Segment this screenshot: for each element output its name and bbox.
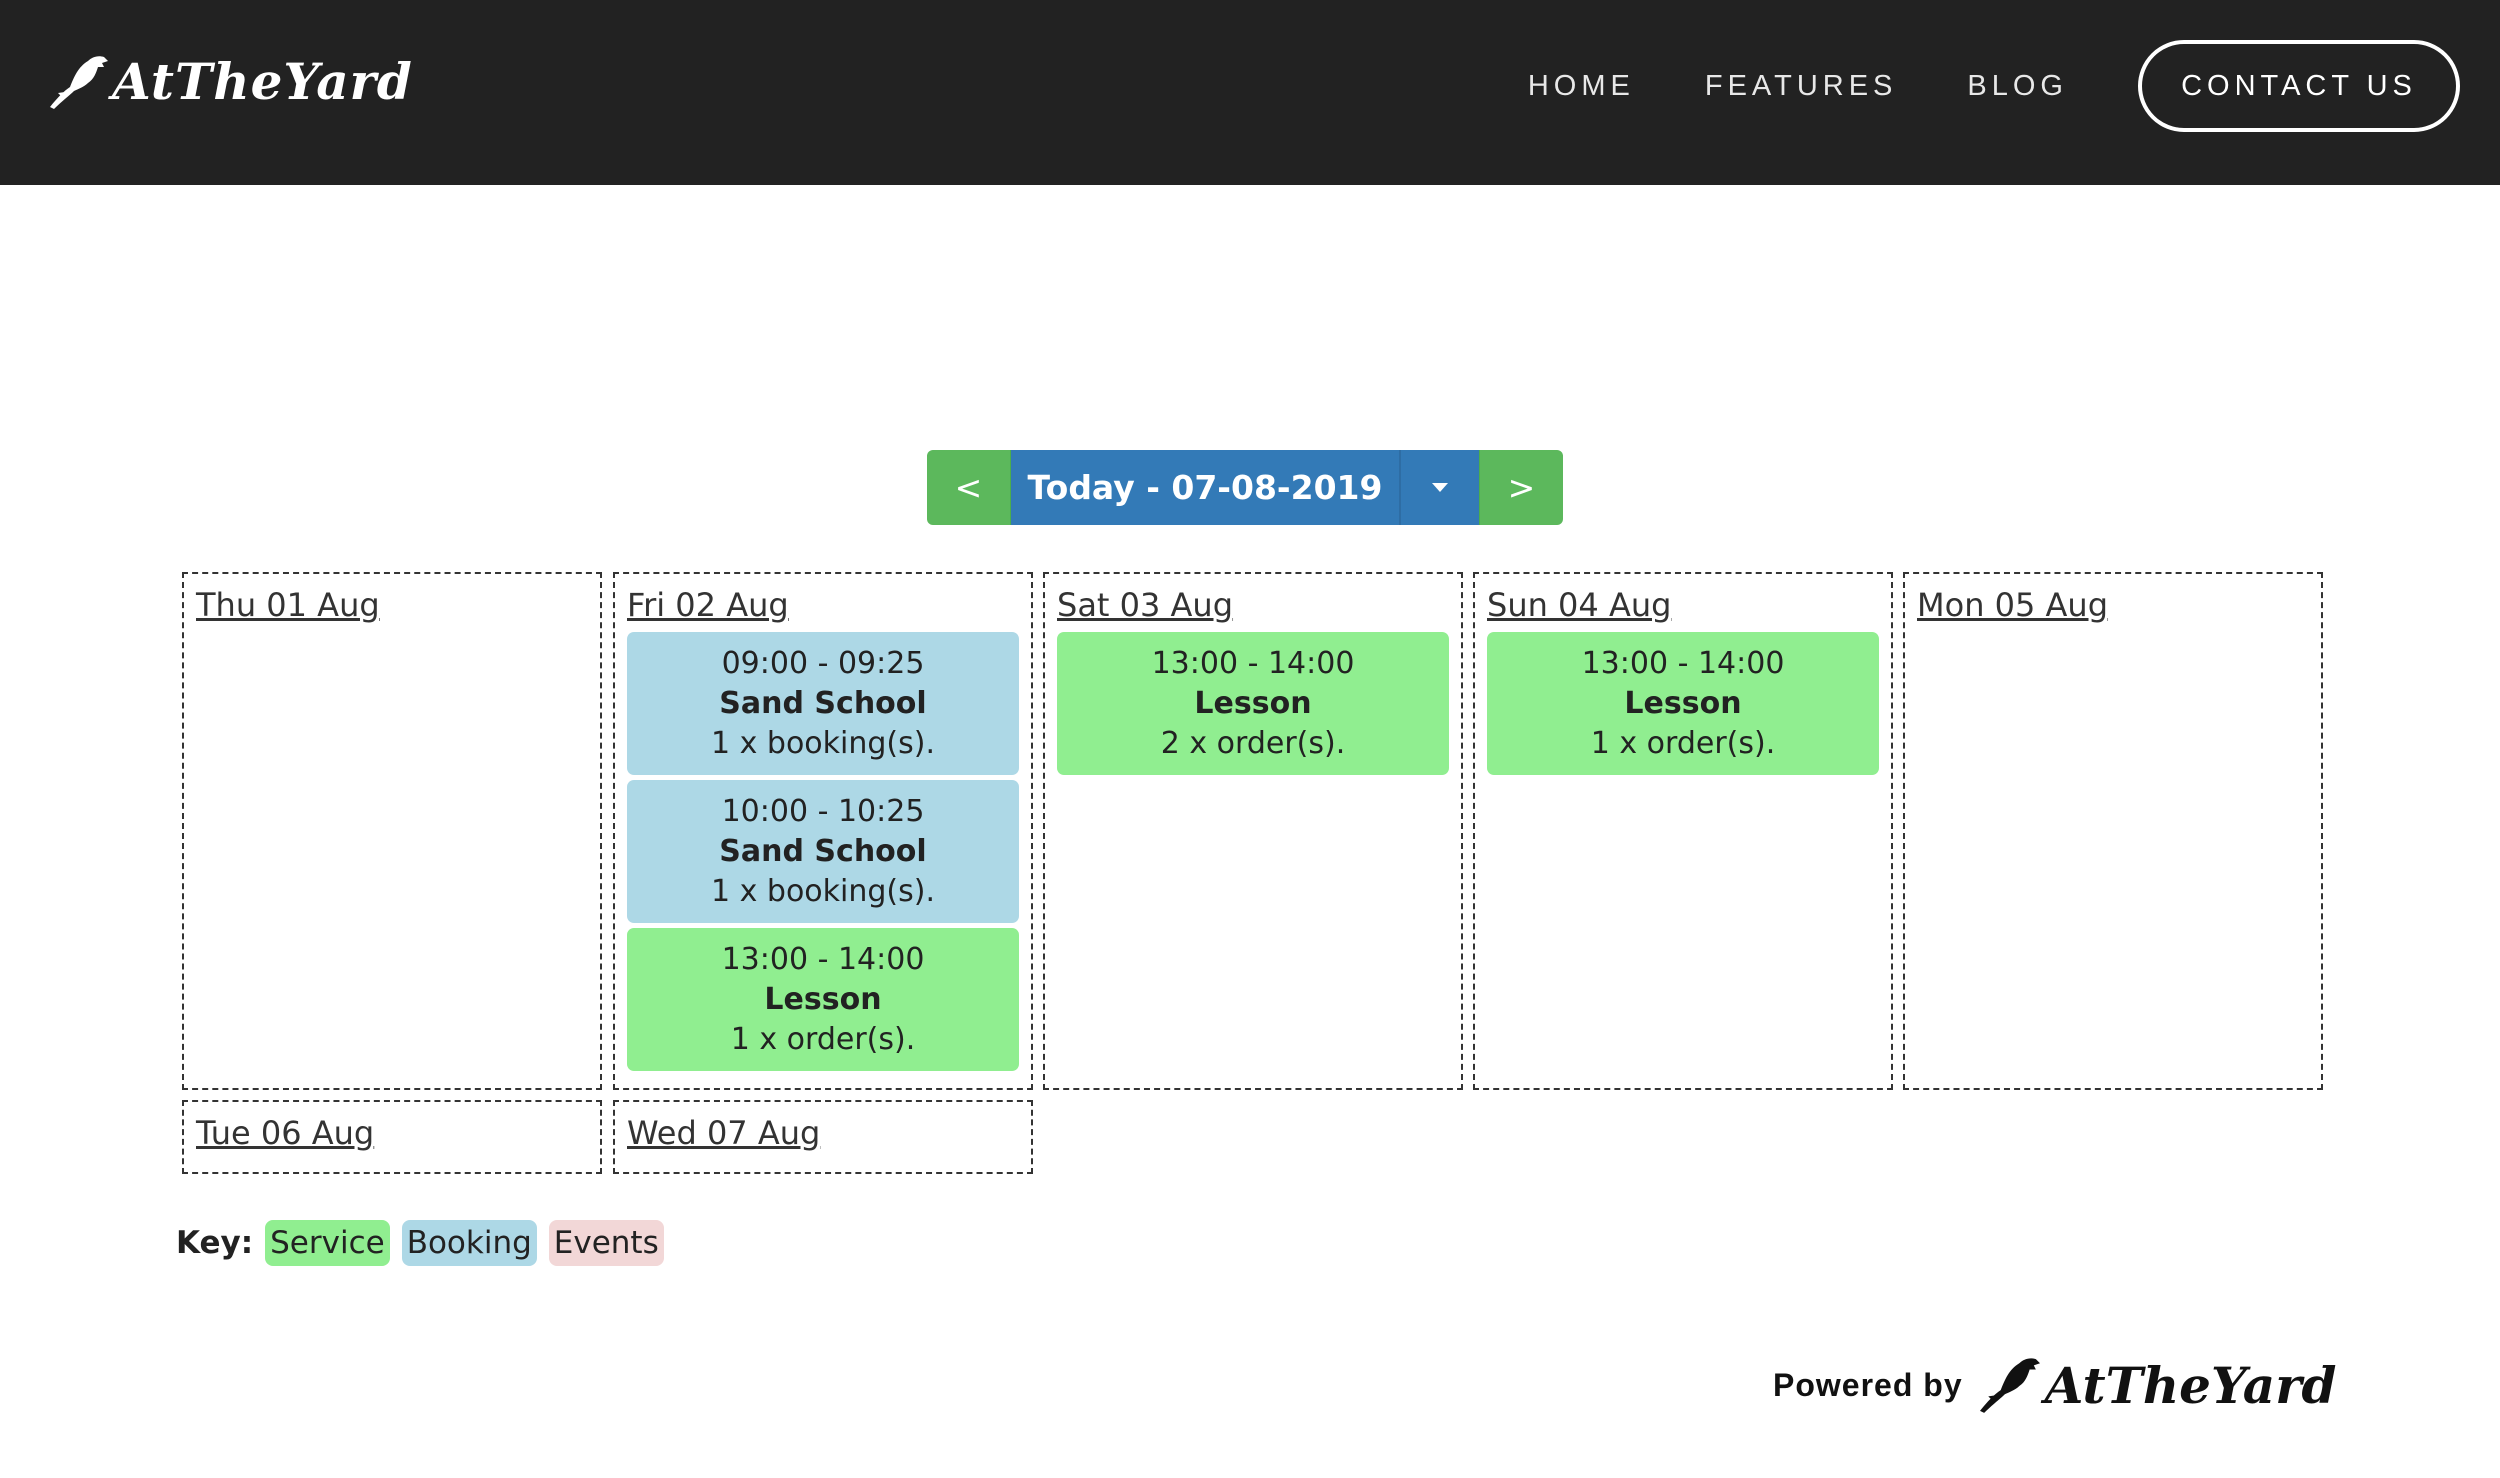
event-title: Sand School: [719, 833, 927, 869]
nav-features-link[interactable]: FEATURES: [1704, 69, 1898, 102]
event-time: 09:00 - 09:25: [721, 645, 925, 681]
booking-event[interactable]: 10:00 - 10:25 Sand School 1 x booking(s)…: [627, 780, 1019, 923]
day-label[interactable]: Tue 06 Aug: [196, 1114, 375, 1152]
horse-logo-icon: [1979, 1358, 2040, 1413]
day-cell: Wed 07 Aug: [613, 1100, 1033, 1174]
event-time: 13:00 - 14:00: [1581, 645, 1785, 681]
event-title: Lesson: [1194, 685, 1312, 721]
key-service: Service: [265, 1220, 390, 1266]
nav-links: HOME FEATURES BLOG CONTACT US: [1528, 40, 2460, 132]
previous-week-button[interactable]: <: [927, 450, 1011, 525]
event-time: 13:00 - 14:00: [1151, 645, 1355, 681]
day-cell: Thu 01 Aug: [182, 572, 602, 1090]
day-cell: Mon 05 Aug: [1903, 572, 2323, 1090]
service-event[interactable]: 13:00 - 14:00 Lesson 2 x order(s).: [1057, 632, 1449, 775]
powered-by-text: Powered by: [1773, 1366, 1963, 1403]
caret-down-icon: [1432, 483, 1448, 492]
key-booking: Booking: [401, 1220, 537, 1266]
service-event[interactable]: 13:00 - 14:00 Lesson 1 x order(s).: [1487, 632, 1879, 775]
event-title: Sand School: [719, 685, 927, 721]
day-cell: Fri 02 Aug 09:00 - 09:25 Sand School 1 x…: [613, 572, 1033, 1090]
brand-logo[interactable]: AtTheYard: [48, 52, 413, 111]
event-detail: 2 x order(s).: [1160, 725, 1346, 761]
event-detail: 1 x booking(s).: [710, 725, 935, 761]
nav-blog-link[interactable]: BLOG: [1967, 69, 2068, 102]
brand-name: AtTheYard: [112, 52, 413, 111]
event-time: 13:00 - 14:00: [721, 941, 925, 977]
date-navigator: < Today - 07-08-2019 >: [927, 450, 1563, 525]
event-title: Lesson: [1624, 685, 1742, 721]
event-title: Lesson: [764, 981, 882, 1017]
event-detail: 1 x booking(s).: [710, 873, 935, 909]
nav-home-link[interactable]: HOME: [1527, 69, 1635, 102]
day-cell: Sun 04 Aug 13:00 - 14:00 Lesson 1 x orde…: [1473, 572, 1893, 1090]
event-detail: 1 x order(s).: [730, 1021, 916, 1057]
day-label[interactable]: Fri 02 Aug: [627, 586, 789, 624]
contact-us-button[interactable]: CONTACT US: [2138, 40, 2460, 132]
today-date-button[interactable]: Today - 07-08-2019: [1011, 450, 1399, 525]
legend-key: Key: Service Booking Events: [176, 1220, 676, 1266]
footer-brand-name[interactable]: AtTheYard: [2044, 1355, 2337, 1415]
day-label[interactable]: Thu 01 Aug: [196, 586, 380, 624]
day-label[interactable]: Sun 04 Aug: [1487, 586, 1672, 624]
next-week-button[interactable]: >: [1479, 450, 1563, 525]
day-label[interactable]: Wed 07 Aug: [627, 1114, 821, 1152]
horse-logo-icon: [50, 55, 108, 109]
day-label[interactable]: Mon 05 Aug: [1917, 586, 2109, 624]
navbar: AtTheYard HOME FEATURES BLOG CONTACT US: [0, 0, 2500, 185]
day-label[interactable]: Sat 03 Aug: [1057, 586, 1234, 624]
key-label: Key:: [176, 1225, 254, 1261]
day-cell: Tue 06 Aug: [182, 1100, 602, 1174]
service-event[interactable]: 13:00 - 14:00 Lesson 1 x order(s).: [627, 928, 1019, 1071]
powered-by: Powered by AtTheYard: [1773, 1355, 2337, 1415]
key-events: Events: [548, 1220, 664, 1266]
day-cell: Sat 03 Aug 13:00 - 14:00 Lesson 2 x orde…: [1043, 572, 1463, 1090]
event-detail: 1 x order(s).: [1590, 725, 1776, 761]
date-dropdown-button[interactable]: [1399, 450, 1479, 525]
booking-event[interactable]: 09:00 - 09:25 Sand School 1 x booking(s)…: [627, 632, 1019, 775]
event-time: 10:00 - 10:25: [721, 793, 925, 829]
